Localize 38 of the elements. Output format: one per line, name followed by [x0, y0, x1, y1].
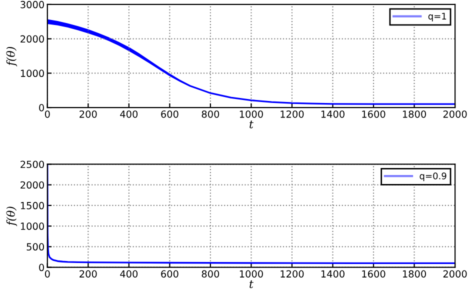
y-tick-label: 2000	[20, 181, 44, 189]
x-tick-label: 0	[44, 110, 50, 118]
x-axis-title: t	[250, 120, 254, 128]
x-tick-label: 800	[202, 270, 220, 278]
x-tick-label: 600	[161, 270, 178, 278]
y-tick-label: 2000	[20, 35, 44, 43]
x-tick-label: 200	[80, 110, 97, 118]
x-tick-label: 400	[120, 270, 138, 278]
x-tick-label: 200	[80, 270, 97, 278]
x-tick-label: 1000	[240, 270, 263, 278]
x-tick-label: 1800	[402, 270, 426, 278]
y-tick-label: 0	[39, 264, 44, 272]
x-tick-label: 0	[44, 270, 50, 278]
y-axis-title: f(θ)	[6, 46, 18, 66]
x-tick-label: 2000	[443, 110, 467, 118]
y-tick-label: 3000	[20, 0, 44, 8]
x-tick-label: 1800	[402, 110, 426, 118]
y-tick-label: 0	[39, 104, 44, 112]
x-tick-label: 600	[161, 110, 178, 118]
y-tick-label: 2500	[20, 160, 44, 168]
x-axis-title: t	[250, 280, 254, 288]
x-tick-label: 400	[120, 110, 138, 118]
legend-label: q=1	[428, 12, 446, 22]
x-tick-label: 1200	[280, 270, 304, 278]
x-tick-label: 1600	[362, 110, 386, 118]
x-tick-label: 1200	[280, 110, 304, 118]
y-tick-label: 500	[26, 243, 44, 251]
x-tick-label: 1400	[321, 270, 344, 278]
x-tick-label: 1600	[362, 270, 386, 278]
x-tick-label: 1000	[240, 110, 263, 118]
y-tick-label: 1500	[20, 202, 44, 210]
y-tick-label: 1000	[20, 70, 44, 78]
x-tick-label: 2000	[443, 270, 467, 278]
y-tick-label: 1000	[20, 222, 44, 230]
x-tick-label: 1400	[321, 110, 344, 118]
x-tick-label: 800	[202, 110, 220, 118]
y-axis-title: f(θ)	[6, 206, 18, 226]
legend-label: q=0.9	[420, 172, 446, 182]
